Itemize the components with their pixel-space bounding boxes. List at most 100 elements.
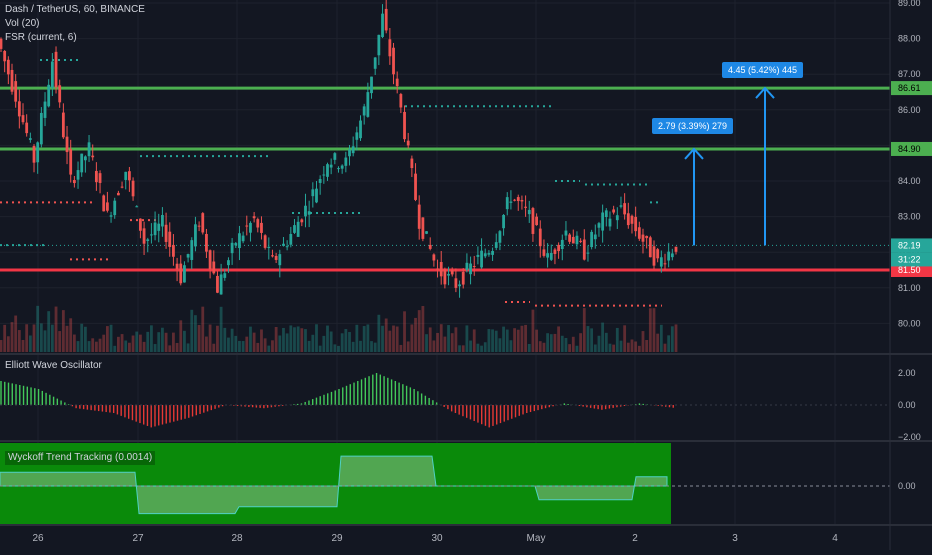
volume-bar	[315, 324, 318, 352]
candle-body	[439, 262, 443, 277]
candle-body	[667, 251, 671, 261]
candle-body	[223, 273, 227, 278]
candle-body	[50, 61, 54, 88]
measure-label-1[interactable]: 2.79 (3.39%) 279	[652, 118, 734, 134]
wyckoff-title[interactable]: Wyckoff Trend Tracking (0.0014)	[8, 452, 153, 463]
candle-body	[219, 274, 223, 295]
candle-body	[406, 140, 410, 146]
candle-body	[395, 78, 399, 87]
volume-bar	[557, 326, 561, 352]
volume-legend[interactable]: Vol (20)	[5, 18, 40, 29]
candle-body	[491, 251, 494, 255]
candle-body	[641, 234, 645, 242]
ewo-tick-label: −2.00	[898, 432, 921, 442]
candle-body	[271, 255, 274, 257]
candle-body	[241, 235, 245, 242]
volume-bar	[183, 330, 186, 352]
volume-bar	[337, 345, 340, 352]
candle-body	[652, 246, 656, 266]
candle-body	[421, 217, 425, 239]
time-axis[interactable]: 26 27 28 29 30 May 2 3 4	[32, 533, 838, 544]
volume-bar	[6, 336, 10, 352]
volume-bar	[414, 317, 417, 352]
volume-bar	[300, 328, 304, 352]
volume-bar	[241, 341, 245, 352]
volume-bar	[546, 333, 550, 352]
volume-bar	[105, 326, 109, 352]
candle-body	[120, 186, 124, 188]
fsr-legend[interactable]: FSR (current, 6)	[5, 32, 77, 43]
volume-bar	[634, 341, 638, 352]
candle-body	[370, 76, 373, 94]
volume-bar	[256, 342, 260, 352]
candle-body	[72, 180, 76, 184]
candle-body	[436, 268, 439, 270]
volume-bar	[21, 339, 25, 352]
volume-bar	[458, 345, 461, 352]
candle-body	[274, 255, 278, 260]
candle-body	[14, 81, 18, 102]
price-axis[interactable]: 89.0088.0087.0086.0085.0084.0083.0082.00…	[891, 0, 932, 491]
candle-body	[362, 106, 366, 116]
candle-body	[21, 115, 25, 123]
candle-body	[311, 189, 315, 197]
volume-bar	[564, 337, 568, 352]
volume-bar	[384, 318, 388, 352]
volume-bar	[329, 331, 333, 352]
candle-body	[91, 155, 95, 158]
volume-bar	[439, 324, 443, 352]
volume-bar	[54, 306, 58, 352]
measure-label-2[interactable]: 4.45 (5.42%) 445	[722, 62, 804, 78]
candle-body	[102, 195, 106, 212]
volume-bar	[201, 306, 205, 352]
candle-body	[194, 224, 197, 247]
volume-bar	[153, 344, 157, 352]
volume-bar	[113, 345, 117, 352]
volume-bar	[282, 327, 285, 352]
candle-body	[403, 111, 406, 140]
volume-bar	[212, 343, 216, 352]
price-tag-bg	[891, 141, 932, 156]
candle-body	[256, 219, 260, 228]
candle-body	[531, 208, 535, 234]
volume-bar	[648, 308, 652, 352]
volume-bar	[142, 341, 146, 352]
volume-bar	[304, 329, 307, 352]
candle-body	[604, 210, 608, 218]
measure-arrows[interactable]	[684, 86, 775, 246]
volume-bar	[531, 309, 535, 352]
candle-body	[659, 257, 663, 267]
candle-body	[392, 47, 395, 75]
candle-body	[94, 170, 98, 183]
candle-body	[109, 215, 113, 217]
candle-body	[663, 263, 667, 265]
candle-body	[615, 215, 619, 221]
volume-bar	[32, 324, 36, 352]
volume-bar	[472, 329, 476, 352]
wyckoff-tick-label: 0.00	[898, 481, 916, 491]
volume-bar	[238, 340, 241, 352]
candle-body	[645, 235, 649, 239]
candle-body	[333, 153, 337, 160]
volume-bar	[10, 322, 14, 352]
candlestick-series	[0, 0, 678, 298]
volume-bar	[652, 308, 656, 352]
candle-body	[535, 216, 538, 226]
candle-body	[381, 13, 384, 38]
volume-bar	[161, 327, 164, 352]
volume-bar	[348, 332, 351, 352]
candle-body	[674, 246, 678, 252]
ewo-title[interactable]: Elliott Wave Oscillator	[5, 360, 102, 371]
price-tick-label: 83.00	[898, 212, 921, 222]
volume-bar	[227, 337, 230, 352]
time-tick-label: 26	[32, 533, 44, 544]
volume-bar	[549, 334, 553, 352]
candle-body	[260, 222, 263, 233]
volume-bar	[61, 310, 65, 352]
price-tag-level_support: 81.50	[898, 265, 921, 275]
symbol-title[interactable]: Dash / TetherUS, 60, BINANCE	[5, 4, 145, 15]
volume-bar	[483, 342, 487, 352]
volume-bar	[447, 325, 450, 352]
